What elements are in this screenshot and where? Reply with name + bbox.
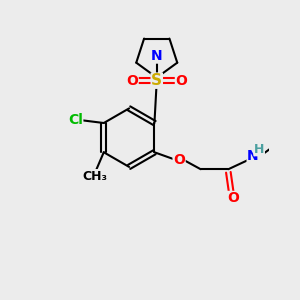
Text: H: H [254,143,264,156]
Text: O: O [173,153,185,167]
Text: O: O [126,74,138,88]
Text: S: S [151,73,162,88]
Text: N: N [151,49,163,63]
Text: Cl: Cl [68,113,83,127]
Text: CH₃: CH₃ [82,169,107,183]
Text: O: O [227,191,239,206]
Text: N: N [247,149,259,163]
Text: O: O [176,74,187,88]
